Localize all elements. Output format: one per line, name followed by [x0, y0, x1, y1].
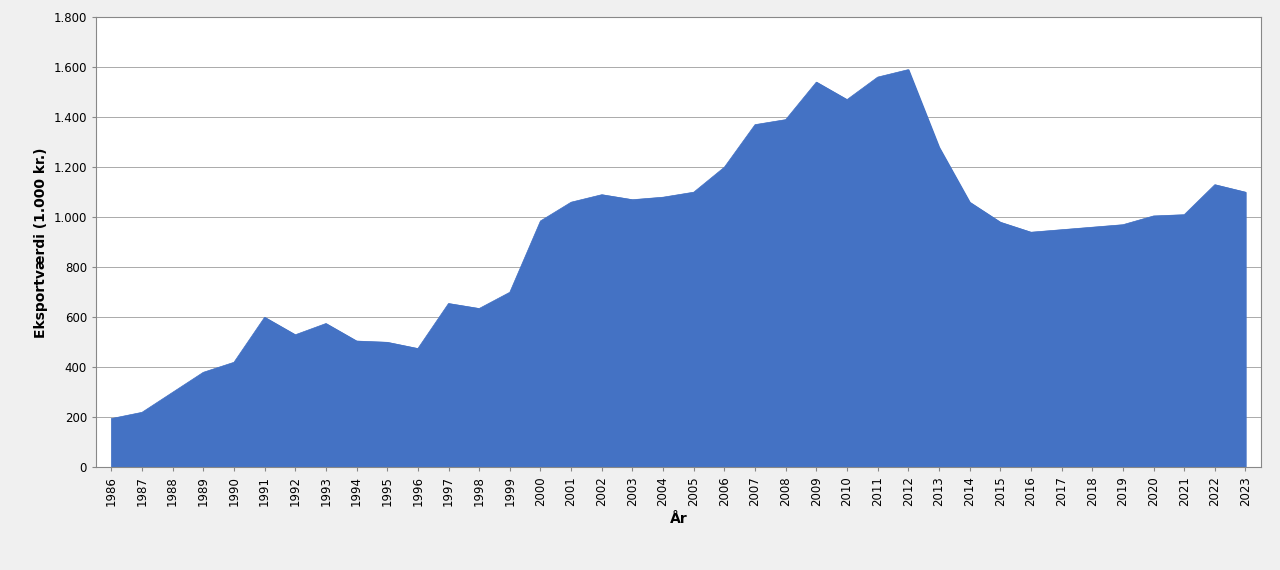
- X-axis label: År: År: [669, 512, 687, 526]
- Y-axis label: Eksportværdi (1.000 kr.): Eksportværdi (1.000 kr.): [33, 147, 47, 337]
